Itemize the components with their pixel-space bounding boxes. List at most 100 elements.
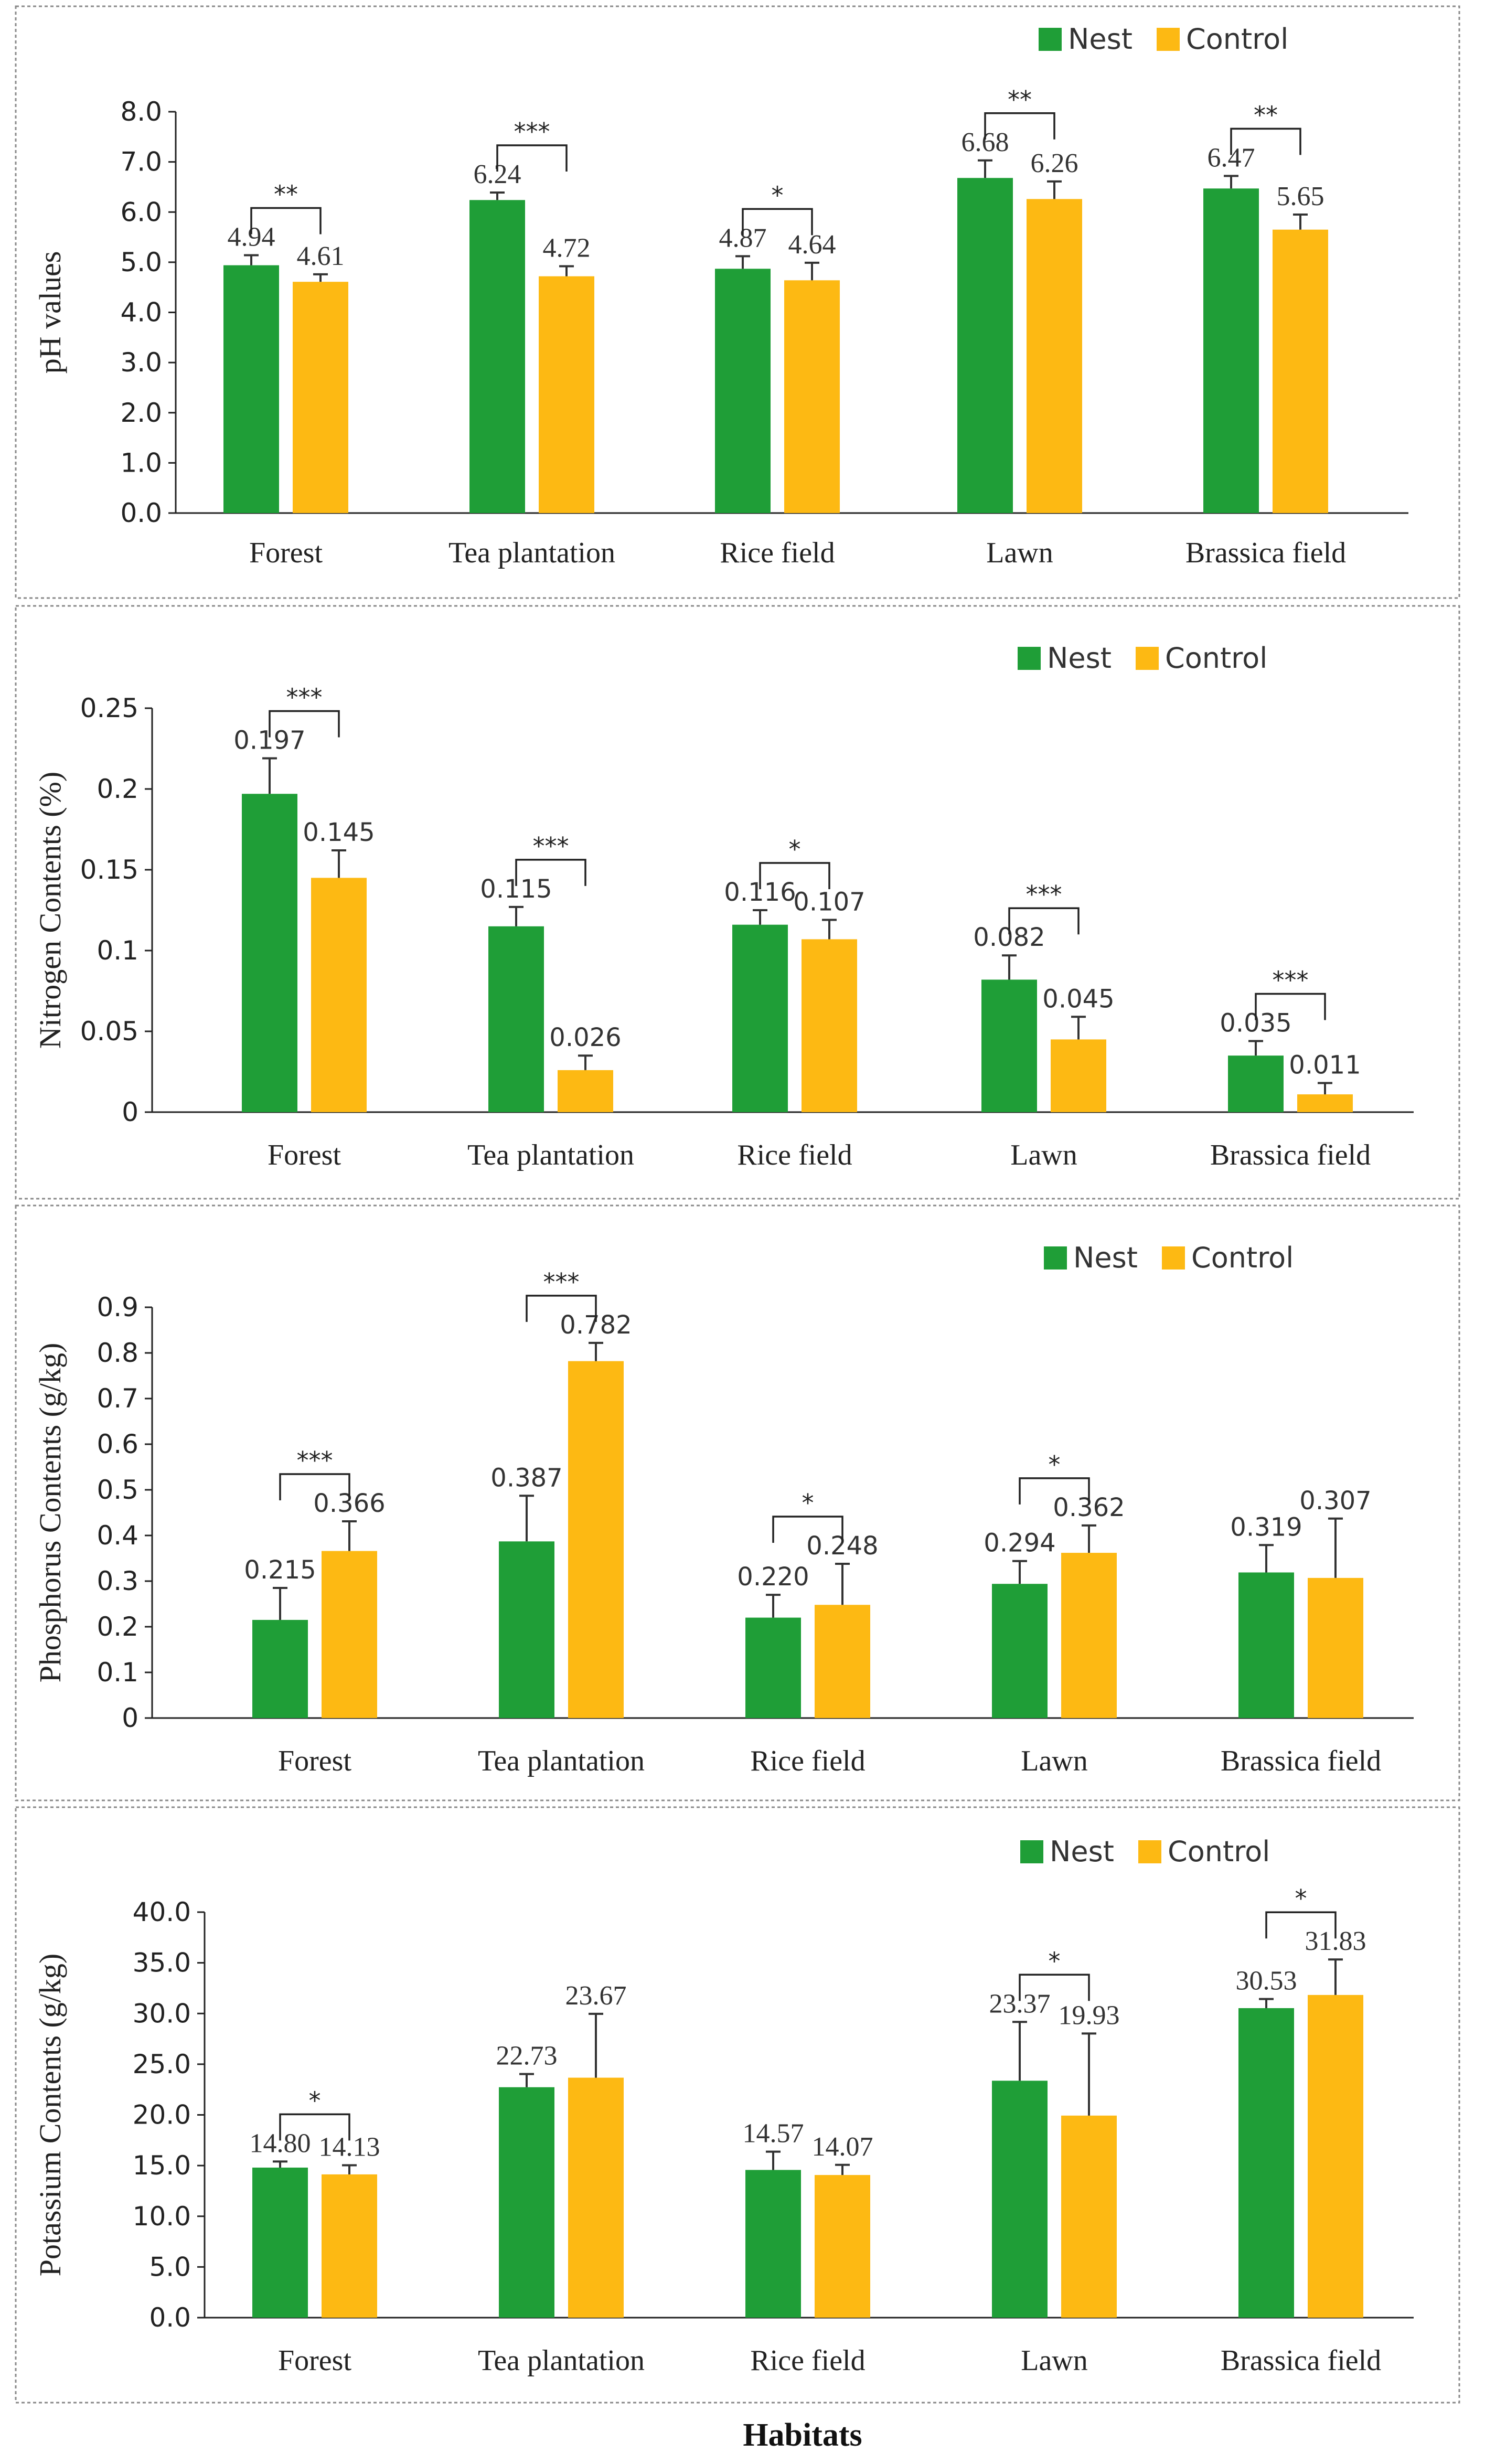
significance-bracket: [1265, 1911, 1337, 1939]
bar-nest: [981, 979, 1037, 1112]
y-tick-label: 0.4: [97, 1520, 138, 1551]
legend-swatch-nest: [1018, 647, 1041, 670]
bar-control: [1061, 2115, 1117, 2318]
bar-control: [1308, 1994, 1363, 2318]
significance-marker: *: [1295, 1884, 1307, 1913]
legend-swatch-control: [1157, 28, 1180, 51]
bar-nest: [1238, 2008, 1294, 2318]
y-tick-label: 0.2: [97, 1612, 138, 1642]
significance-marker: **: [1254, 101, 1278, 129]
y-tick-label: 0.6: [97, 1429, 138, 1459]
x-category-label: Forest: [268, 1139, 341, 1171]
y-tick-label: 0.05: [80, 1016, 138, 1047]
y-tick-label: 1.0: [120, 447, 162, 478]
y-axis-label: Phosphorus Contents (g/kg): [33, 1343, 67, 1683]
legend-swatch-control: [1162, 1246, 1185, 1270]
significance-marker: ***: [543, 1268, 580, 1296]
x-category-label: Forest: [278, 2344, 351, 2377]
x-category-label: Rice field: [720, 537, 835, 569]
bar-nest: [499, 1541, 554, 1718]
significance-bracket: [984, 112, 1055, 140]
x-category-label: Brassica field: [1221, 2344, 1381, 2377]
bar-control: [802, 939, 857, 1112]
significance-marker: **: [1008, 86, 1032, 114]
significance-marker: *: [309, 2086, 321, 2115]
bar-control: [293, 282, 348, 513]
significance-bracket: [1008, 907, 1080, 935]
panel-border: [15, 5, 1460, 599]
x-category-label: Brassica field: [1210, 1139, 1371, 1171]
y-tick-label: 0: [122, 1097, 138, 1127]
significance-marker: *: [802, 1489, 814, 1517]
data-label-control: 0.045: [1042, 984, 1114, 1014]
data-label-control: 0.145: [303, 818, 375, 847]
data-label-control: 0.011: [1289, 1051, 1361, 1080]
bar-control: [1051, 1039, 1106, 1112]
chart-panel-2: 0 0.05 0.1 0.15 0.2 0.25 Nitrogen Contents (%)…: [15, 605, 1460, 1200]
bar-nest: [745, 1617, 801, 1718]
y-tick-label: 6.0: [120, 197, 162, 227]
legend-swatch-control: [1138, 1840, 1161, 1863]
legend-label-control: Control: [1168, 1835, 1270, 1868]
legend-label-nest: Nest: [1047, 642, 1112, 675]
significance-bracket: [772, 1516, 843, 1543]
panel-border: [15, 605, 1460, 1200]
legend-swatch-nest: [1044, 1246, 1067, 1270]
significance-marker: ***: [297, 1446, 333, 1475]
y-tick-label: 3.0: [120, 347, 162, 378]
significance-bracket: [1019, 1477, 1090, 1505]
legend-swatch-nest: [1020, 1840, 1043, 1863]
y-tick-label: 0.1: [97, 1657, 138, 1688]
y-axis-label: Nitrogen Contents (%): [33, 772, 67, 1049]
legend-label-nest: Nest: [1050, 1835, 1114, 1868]
bar-nest: [499, 2087, 554, 2318]
significance-bracket: [759, 862, 830, 889]
data-label-control: 14.07: [812, 2132, 873, 2162]
significance-bracket: [250, 207, 322, 234]
x-category-label: Lawn: [986, 537, 1053, 569]
y-tick-label: 0.0: [149, 2302, 191, 2333]
significance-marker: ***: [1273, 966, 1309, 994]
significance-bracket: [279, 1473, 350, 1501]
x-category-label: Forest: [278, 1745, 351, 1777]
bar-control: [322, 1551, 377, 1718]
bar-control: [322, 2174, 377, 2318]
legend-label-nest: Nest: [1073, 1241, 1138, 1274]
significance-marker: *: [1049, 1947, 1061, 1975]
legend-label-control: Control: [1191, 1241, 1294, 1274]
bar-control: [815, 1605, 870, 1718]
data-label-nest: 0.215: [244, 1555, 316, 1585]
significance-marker: *: [772, 181, 784, 209]
y-axis-label: Potassium Contents (g/kg): [33, 1954, 67, 2276]
bar-control: [815, 2175, 870, 2318]
significance-bracket: [1230, 127, 1301, 155]
data-label-nest: 22.73: [496, 2041, 558, 2071]
data-label-nest: 0.319: [1230, 1512, 1302, 1542]
legend-label-nest: Nest: [1068, 23, 1133, 56]
y-tick-label: 30.0: [133, 1998, 191, 2029]
bar-control: [1308, 1577, 1363, 1718]
bar-control: [568, 1361, 624, 1718]
bar-nest: [469, 200, 525, 513]
y-axis-label: pH values: [33, 251, 67, 374]
x-category-label: Rice field: [750, 2344, 865, 2377]
bar-control: [1273, 229, 1328, 513]
x-category-label: Tea plantation: [478, 1745, 645, 1777]
y-tick-label: 0.8: [97, 1338, 138, 1368]
bar-control: [1297, 1094, 1353, 1112]
legend-label-control: Control: [1165, 642, 1267, 675]
y-tick-label: 7.0: [120, 147, 162, 177]
data-label-control: 5.65: [1277, 182, 1324, 211]
legend-label-control: Control: [1186, 23, 1288, 56]
chart-panel-1: 0.0 1.0 2.0 3.0 4.0 5.0 6.0 7.0 8.0 pH values Nest…: [15, 5, 1460, 599]
bar-nest: [1238, 1572, 1294, 1718]
y-tick-label: 0.3: [97, 1566, 138, 1596]
chart-panel-4: 0.0 5.0 10.0 15.0 20.0 25.0 30.0 35.0 40.0 Potass…: [15, 1806, 1460, 2404]
y-tick-label: 0: [122, 1703, 138, 1733]
x-category-label: Tea plantation: [467, 1139, 634, 1171]
x-category-label: Forest: [249, 537, 323, 569]
bar-control: [1061, 1553, 1117, 1718]
data-label-nest: 0.220: [737, 1562, 809, 1592]
data-label-nest: 0.387: [490, 1463, 562, 1492]
